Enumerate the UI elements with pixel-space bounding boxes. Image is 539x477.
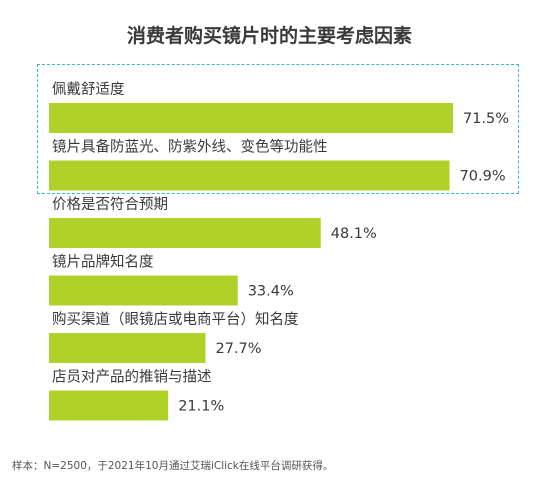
- bar: [49, 275, 238, 306]
- category-label: 购买渠道（眼镜店或电商平台）知名度: [52, 310, 299, 328]
- bar: [49, 390, 169, 421]
- value-label: 27.7%: [216, 341, 262, 357]
- bar: [49, 160, 450, 191]
- highlight-box: [37, 64, 519, 194]
- bar: [49, 218, 321, 248]
- bar: [49, 103, 453, 133]
- category-label: 佩戴舒适度: [52, 81, 125, 98]
- bar: [49, 333, 206, 363]
- category-label: 镜片品牌知名度: [52, 253, 154, 271]
- value-label: 70.9%: [460, 169, 506, 185]
- value-label: 21.1%: [178, 399, 224, 415]
- value-label: 48.1%: [331, 226, 377, 242]
- category-label: 价格是否符合预期: [52, 196, 168, 213]
- footnote: 样本：N=2500，于2021年10月通过艾瑞iClick在线平台调研获得。: [12, 460, 334, 472]
- chart-title: 消费者购买镜片时的主要考虑因素: [126, 25, 412, 47]
- category-label: 店员对产品的推销与描述: [52, 369, 212, 386]
- category-label: 镜片具备防蓝光、防紫外线、变色等功能性: [52, 138, 328, 156]
- value-label: 71.5%: [463, 111, 509, 127]
- value-label: 33.4%: [248, 284, 294, 300]
